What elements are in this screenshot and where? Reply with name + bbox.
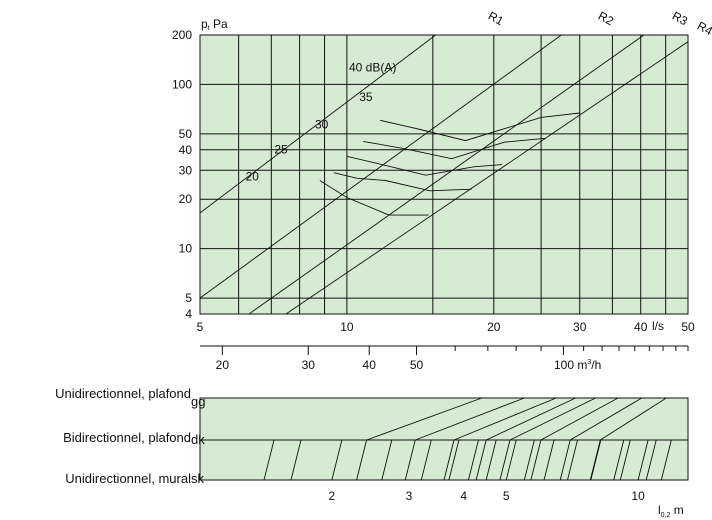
x-tick-label: 50	[681, 320, 695, 334]
throw-row-suffix: sk	[191, 471, 205, 486]
throw-wall-mark	[660, 439, 672, 481]
y-tick-label: 4	[185, 307, 192, 321]
throw-row-suffix: gg	[191, 394, 205, 409]
y-tick-label: 10	[179, 242, 193, 256]
sound-level-label: 25	[274, 142, 288, 156]
throw-row-suffix: dk	[191, 432, 205, 447]
y-tick-label: 30	[179, 163, 193, 177]
m3h-axis: 20 30 40 50	[200, 345, 689, 372]
throw-tick-label: 2	[329, 489, 336, 503]
throw-two-way-mark	[499, 439, 511, 481]
sound-level-label: 20	[246, 170, 260, 184]
x-axis-unit: l/s	[652, 319, 664, 333]
throw-row-label-wall: Unidirectionnel, mural sk	[65, 471, 204, 486]
y-tick-label: 100	[172, 77, 192, 91]
throw-one-way-link	[569, 397, 643, 441]
throw-one-way-link	[509, 397, 596, 441]
throw-two-way-mark	[404, 439, 416, 481]
m3h-tick-label: 40	[363, 358, 377, 372]
y-tick-label: 40	[179, 143, 193, 157]
throw-wall-mark	[263, 439, 275, 481]
duct-line-r3	[248, 35, 645, 314]
throw-one-way-link	[366, 397, 483, 441]
duct-label-r1: R1	[486, 9, 506, 29]
throw-one-way-link	[415, 397, 525, 441]
main-plot-background	[199, 34, 689, 315]
m3h-tick-label: 30	[302, 358, 316, 372]
throw-wall-mark	[505, 439, 517, 481]
throw-wall-mark	[567, 439, 578, 481]
throw-one-way-link	[600, 397, 667, 441]
throw-wall-mark	[523, 439, 535, 481]
sound-level-label: 35	[359, 90, 373, 104]
throw-row-label: Unidirectionnel, mural	[65, 471, 191, 486]
main-lines	[200, 35, 688, 314]
y-tick-label: 5	[185, 291, 192, 305]
throw-scale-background	[199, 397, 689, 481]
x-tick-label: 10	[340, 320, 354, 334]
throw-one-way-link	[453, 397, 557, 441]
throw-one-way-link	[485, 397, 576, 441]
throw-wall-mark	[420, 439, 432, 481]
throw-two-way-mark	[290, 439, 302, 481]
m3h-tick-label: 50	[410, 358, 424, 372]
throw-wall-mark	[543, 439, 555, 481]
duct-label-r3: R3	[670, 9, 690, 29]
duct-label-r2: R2	[596, 9, 616, 29]
throw-row-label-ceiling-one-way: Unidirectionnel, plafond gg	[55, 386, 205, 409]
x-tick-label: 5	[197, 320, 204, 334]
sound-curve	[346, 155, 503, 176]
throw-wall-mark	[381, 439, 393, 481]
throw-scale: 2 3 4 5 10	[200, 397, 688, 503]
throw-two-way-mark	[356, 439, 368, 481]
y-tick-label: 50	[179, 127, 193, 141]
sound-level-label: 40 dB(A)	[349, 60, 396, 74]
throw-axis-unit: l0,2 m	[658, 503, 684, 519]
throw-wall-mark	[637, 439, 649, 481]
duct-label-r4: R4	[695, 19, 712, 39]
sound-curve	[333, 172, 472, 192]
throw-row-label: Unidirectionnel, plafond	[55, 386, 191, 401]
throw-two-way-mark	[619, 439, 631, 481]
throw-two-way-mark	[645, 439, 657, 481]
y-axis-label: pt Pa	[201, 17, 228, 32]
throw-tick-label: 10	[631, 489, 645, 503]
throw-row-label-ceiling-two-way: Bidirectionnel, plafond dk	[63, 430, 205, 447]
throw-wall-mark	[613, 439, 625, 481]
throw-two-way-mark	[475, 439, 487, 481]
throw-row-label: Bidirectionnel, plafond	[63, 430, 191, 445]
x-tick-label: 20	[487, 320, 501, 334]
throw-wall-mark	[448, 439, 460, 481]
throw-wall-mark	[590, 439, 602, 481]
throw-two-way-mark	[589, 439, 601, 481]
throw-wall-mark	[331, 439, 343, 481]
throw-two-way-mark	[559, 439, 571, 481]
y-tick-label: 200	[172, 28, 192, 42]
throw-one-way-link	[540, 397, 619, 441]
sound-level-label: 30	[315, 117, 329, 131]
throw-two-way-mark	[530, 439, 542, 481]
throw-tick-label: 3	[406, 489, 413, 503]
x-tick-label: 30	[573, 320, 587, 334]
duct-line-r1	[200, 35, 437, 214]
y-tick-label: 20	[179, 192, 193, 206]
duct-line-r4	[285, 41, 688, 314]
throw-two-way-mark	[443, 439, 455, 481]
m3h-unit-label: 100 m3/h	[554, 358, 601, 372]
throw-wall-mark	[485, 439, 497, 481]
main-grid	[200, 34, 689, 315]
sound-curve	[363, 137, 546, 160]
x-tick-label: 40	[634, 320, 648, 334]
throw-tick-label: 5	[503, 489, 510, 503]
throw-tick-label: 4	[460, 489, 467, 503]
duct-line-r2	[200, 35, 563, 299]
throw-wall-mark	[468, 439, 479, 481]
m3h-tick-label: 20	[216, 358, 230, 372]
sound-curve	[319, 180, 429, 216]
sound-curve	[380, 112, 580, 142]
